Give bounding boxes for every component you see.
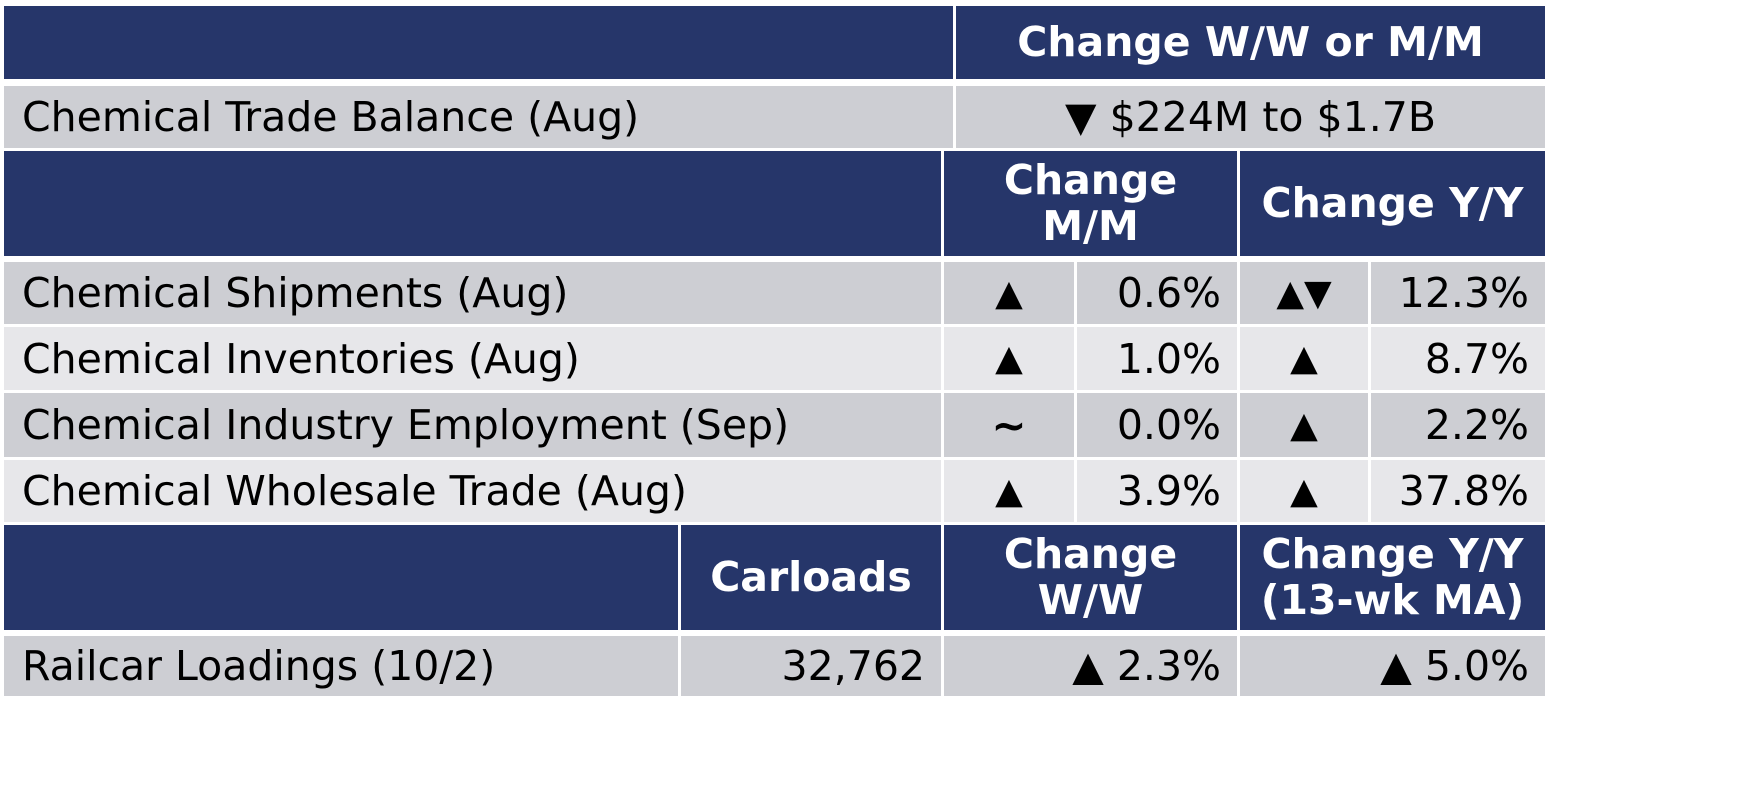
rail-header-ww: Change W/W: [944, 525, 1237, 630]
inventories-mm-value: 1.0%: [1077, 327, 1237, 390]
wholesale-mm-arrow-icon: ▲: [944, 460, 1074, 522]
railcar-carloads-value: 32,762: [681, 636, 941, 696]
shipments-yy-arrow-icon: ▲▼: [1240, 262, 1368, 324]
employment-mm-value: 0.0%: [1077, 393, 1237, 457]
inventories-label: Chemical Inventories (Aug): [4, 327, 941, 390]
shipments-label: Chemical Shipments (Aug): [4, 262, 941, 324]
rail-header-blank: [4, 525, 678, 630]
employment-yy-value: 2.2%: [1371, 393, 1545, 457]
monthly-header-mm: Change M/M: [944, 151, 1237, 256]
monthly-header-yy: Change Y/Y: [1240, 151, 1545, 256]
wholesale-mm-value: 3.9%: [1077, 460, 1237, 522]
rail-header-carloads: Carloads: [681, 525, 941, 630]
employment-yy-arrow-icon: ▲: [1240, 393, 1368, 457]
rail-header-yy: Change Y/Y (13-wk MA): [1240, 525, 1545, 630]
shipments-yy-value: 12.3%: [1371, 262, 1545, 324]
trade-balance-label: Chemical Trade Balance (Aug): [4, 86, 953, 148]
trade-header-blank: [4, 6, 953, 79]
railcar-label: Railcar Loadings (10/2): [4, 636, 678, 696]
wholesale-yy-value: 37.8%: [1371, 460, 1545, 522]
trade-header-change: Change W/W or M/M: [956, 6, 1545, 79]
employment-label: Chemical Industry Employment (Sep): [4, 393, 941, 457]
wholesale-yy-arrow-icon: ▲: [1240, 460, 1368, 522]
inventories-yy-value: 8.7%: [1371, 327, 1545, 390]
trade-balance-change: ▼ $224M to $1.7B: [956, 86, 1545, 148]
railcar-yy-value: ▲ 5.0%: [1240, 636, 1545, 696]
shipments-mm-arrow-icon: ▲: [944, 262, 1074, 324]
monthly-header-blank: [4, 151, 941, 256]
inventories-yy-arrow-icon: ▲: [1240, 327, 1368, 390]
shipments-mm-value: 0.6%: [1077, 262, 1237, 324]
employment-mm-tilde-icon: ~: [944, 393, 1074, 457]
wholesale-label: Chemical Wholesale Trade (Aug): [4, 460, 941, 522]
railcar-ww-value: ▲ 2.3%: [944, 636, 1237, 696]
inventories-mm-arrow-icon: ▲: [944, 327, 1074, 390]
